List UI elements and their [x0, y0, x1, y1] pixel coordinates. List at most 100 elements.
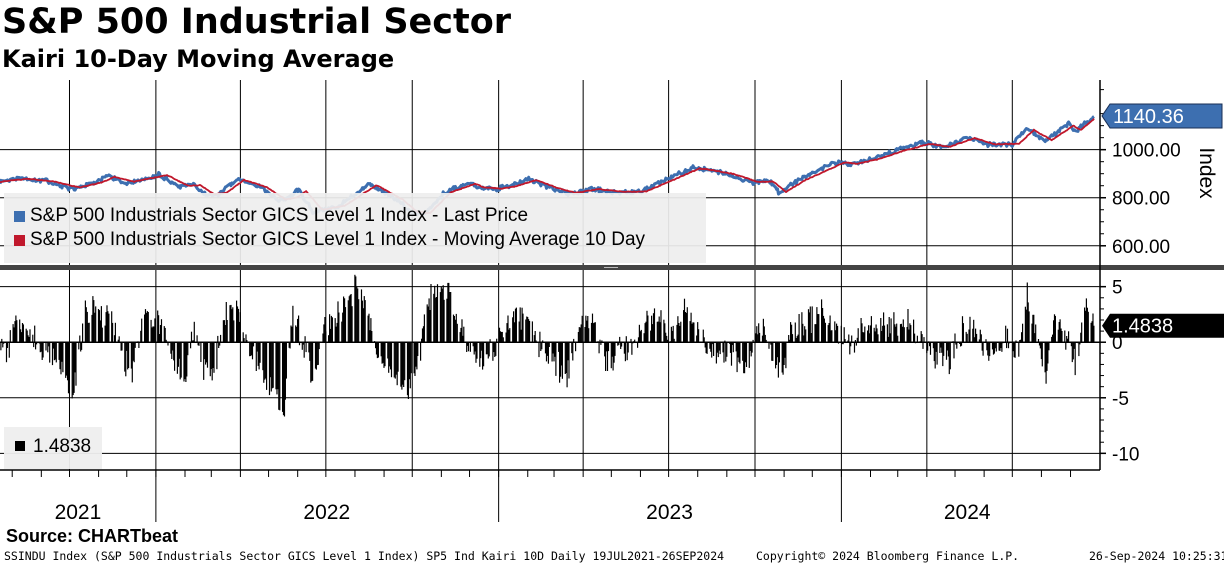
kairi-bar [180, 342, 182, 378]
kairi-bar [881, 331, 883, 343]
kairi-bar [604, 342, 606, 357]
footer-copyright: Copyright© 2024 Bloomberg Finance L.P. [756, 549, 1020, 563]
kairi-bar [376, 342, 378, 359]
kairi-bar [525, 319, 527, 343]
kairi-bar [972, 328, 974, 343]
kairi-bar [13, 327, 15, 343]
kairi-bar [282, 342, 284, 412]
kairi-bar [620, 342, 622, 349]
kairi-bar [672, 325, 674, 343]
kairi-bar [882, 325, 884, 343]
kairi-bar [9, 330, 11, 343]
kairi-bar [723, 342, 725, 363]
kairi-bar [987, 342, 989, 356]
kairi-bar [492, 342, 494, 361]
kairi-bar [0, 342, 2, 351]
kairi-bar [322, 333, 324, 343]
kairi-bar [883, 312, 885, 343]
kairi-bar [360, 289, 363, 343]
kairi-bar [903, 327, 905, 343]
kairi-bar [73, 342, 75, 393]
kairi-bar [249, 342, 251, 357]
kairi-bar [1000, 342, 1002, 349]
kairi-bar [777, 342, 779, 378]
kairi-bar [555, 342, 557, 376]
kairi-bar [98, 310, 101, 343]
kairi-bar [544, 342, 547, 354]
kairi-bar [34, 325, 36, 343]
kairi-bar [79, 335, 81, 343]
kairi-bar [594, 322, 596, 343]
kairi-bar [756, 326, 758, 343]
kairi-bar [108, 313, 110, 343]
kairi-bar [575, 342, 577, 352]
kairi-bar [841, 342, 843, 345]
kairi-bar [1079, 342, 1081, 345]
kairi-bar [1021, 332, 1023, 343]
kairi-bar [818, 314, 820, 343]
kairi-bar [262, 342, 264, 371]
kairi-bar [190, 331, 193, 343]
kairi-bar [308, 342, 310, 353]
kairi-bar [97, 309, 100, 343]
kairi-bar [529, 320, 531, 343]
kairi-bar [862, 332, 864, 343]
kairi-bar [297, 318, 299, 343]
kairi-bar [206, 342, 209, 368]
kairi-bar [584, 327, 586, 343]
kairi-bar [863, 332, 865, 343]
kairi-bar [1048, 342, 1050, 351]
kairi-bar [389, 342, 391, 367]
kairi-bar [988, 342, 990, 361]
kairi-bar [907, 309, 909, 343]
kairi-bar [152, 326, 154, 343]
kairi-bar [724, 340, 726, 343]
kairi-bar [647, 315, 649, 343]
kairi-bar [469, 342, 471, 352]
kairi-bar [163, 326, 165, 343]
kairi-bar [191, 340, 193, 343]
kairi-bar [1014, 342, 1016, 358]
kairi-bar [233, 320, 235, 343]
kairi-bar [920, 331, 922, 343]
kairi-bar [192, 340, 194, 343]
kairi-bar [960, 342, 963, 346]
kairi-bar [417, 342, 419, 356]
kairi-bar [910, 325, 912, 343]
last-price-label: 1140.36 [1113, 106, 1184, 128]
kairi-bar [560, 342, 562, 377]
kairi-bar [1072, 342, 1074, 360]
kairi-bar [439, 292, 441, 343]
kairi-bar [945, 342, 948, 360]
kairi-bar [936, 342, 938, 365]
kairi-bar [45, 342, 47, 351]
kairi-bar [539, 331, 541, 343]
kairi-bar [416, 342, 418, 370]
kairi-bar [546, 342, 548, 356]
kairi-bar [663, 319, 665, 343]
kairi-bar [781, 342, 783, 373]
kairi-bar [377, 342, 379, 358]
kairi-bar [614, 342, 616, 356]
kairi-bar [393, 342, 395, 378]
kairi-bar [896, 323, 898, 343]
kairi-bar [588, 328, 590, 343]
kairi-bar [652, 313, 655, 343]
kairi-bar [118, 336, 120, 343]
kairi-bar [400, 342, 402, 387]
kairi-bar [134, 342, 136, 348]
kairi-bar [282, 342, 285, 416]
kairi-bar [513, 322, 516, 343]
kairi-bar [1057, 329, 1059, 343]
kairi-bar [719, 342, 721, 355]
kairi-bar [962, 323, 964, 343]
kairi-bar [627, 342, 629, 353]
kairi-bar [59, 342, 61, 370]
kairi-bar [1078, 342, 1080, 357]
kairi-bar [183, 342, 185, 382]
kairi-bar [640, 329, 642, 343]
kairi-bar [982, 342, 984, 356]
kairi-bar [348, 296, 350, 343]
kairi-bar [1006, 328, 1009, 343]
